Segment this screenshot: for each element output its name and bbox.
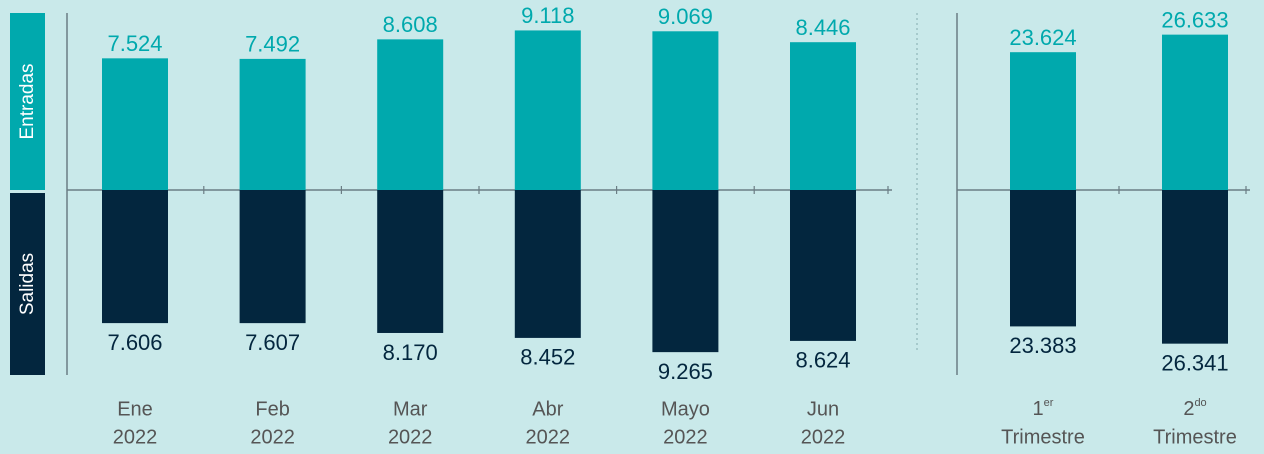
x-tick-label: Trimestre xyxy=(1153,426,1237,448)
value-label: 7.524 xyxy=(107,31,162,56)
bar xyxy=(652,31,719,191)
bar xyxy=(1162,34,1228,190)
bar xyxy=(102,58,168,190)
value-label: 8.624 xyxy=(795,348,850,373)
value-label: 8.170 xyxy=(383,340,438,365)
legend-label: Salidas xyxy=(17,253,38,315)
x-tick-label: Ene xyxy=(117,398,153,420)
bar xyxy=(102,190,168,324)
bar xyxy=(239,190,306,324)
bar xyxy=(239,58,306,190)
value-label: 7.607 xyxy=(245,330,300,355)
value-label: 8.452 xyxy=(520,345,575,370)
x-tick-label: 2do xyxy=(1183,397,1206,420)
x-tick-label: 2022 xyxy=(526,426,571,448)
value-label: 9.265 xyxy=(658,359,713,384)
x-tick-label: Mar xyxy=(393,398,428,420)
x-tick-label: 2022 xyxy=(113,426,158,448)
value-label: 26.633 xyxy=(1161,7,1228,32)
bar xyxy=(1162,190,1228,344)
x-tick-label: 2022 xyxy=(801,426,846,448)
bar xyxy=(1010,190,1076,327)
value-label: 7.606 xyxy=(107,330,162,355)
ordinal-suffix: do xyxy=(1194,397,1206,409)
x-tick-label: Feb xyxy=(255,398,289,420)
value-label: 23.383 xyxy=(1009,333,1076,358)
value-label: 9.069 xyxy=(658,4,713,29)
bar xyxy=(1010,52,1076,191)
x-tick-label: 2022 xyxy=(663,426,708,448)
legend-box xyxy=(10,13,45,190)
x-tick-label: Abr xyxy=(532,398,563,420)
bar xyxy=(652,190,719,353)
value-label: 23.624 xyxy=(1009,25,1076,50)
legend-label: Entradas xyxy=(17,63,38,139)
value-label: 9.118 xyxy=(521,3,574,28)
legend-box xyxy=(10,193,45,375)
x-tick-label: Mayo xyxy=(661,398,710,420)
x-tick-label: 1er xyxy=(1033,397,1054,420)
x-tick-label: 2022 xyxy=(250,426,295,448)
value-label: 26.341 xyxy=(1161,350,1228,375)
x-tick-label: 2022 xyxy=(388,426,433,448)
ordinal: 1 xyxy=(1033,398,1044,420)
ordinal: 2 xyxy=(1183,398,1194,420)
bar xyxy=(377,190,444,333)
bar xyxy=(514,30,581,191)
x-tick-label: Trimestre xyxy=(1001,426,1085,448)
bar xyxy=(790,42,856,190)
value-label: 8.446 xyxy=(795,15,850,40)
x-tick-label: Jun xyxy=(807,398,839,420)
value-label: 8.608 xyxy=(383,12,438,37)
bar xyxy=(514,190,581,338)
bar xyxy=(377,39,444,190)
ordinal-suffix: er xyxy=(1044,397,1054,409)
bar xyxy=(790,190,856,341)
value-label: 7.492 xyxy=(245,32,300,57)
